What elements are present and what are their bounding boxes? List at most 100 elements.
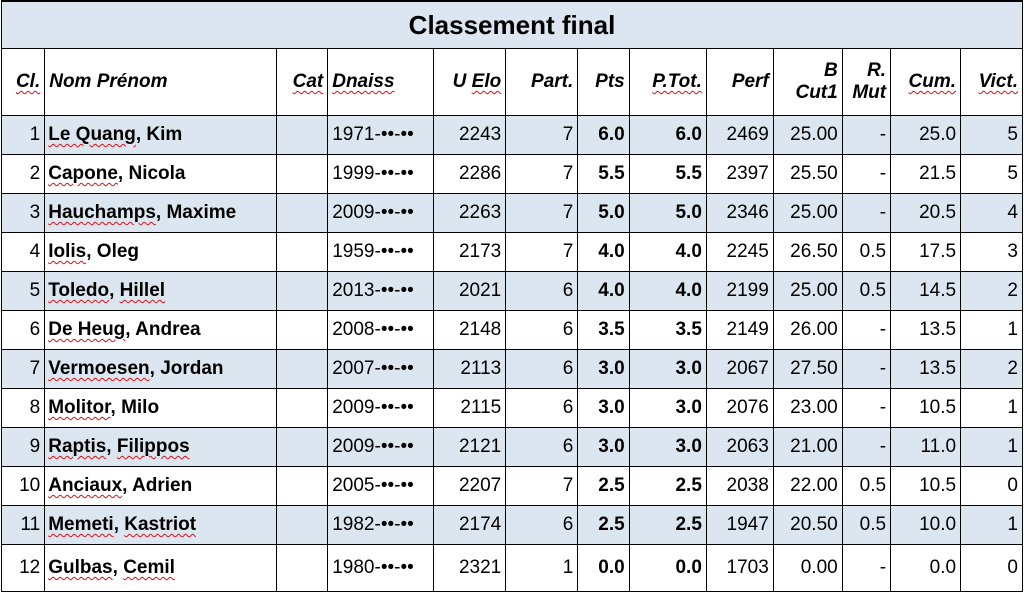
wins-cell: 2 bbox=[960, 271, 1023, 311]
mutual-result-cell: 0.5 bbox=[841, 466, 892, 506]
birthdate-cell: 2009-••-•• bbox=[327, 427, 435, 467]
elo-cell: 2243 bbox=[433, 115, 507, 155]
table-row: 10 Anciaux, Adrien 2005-••-•• 2207 7 2.5 2.5 20… bbox=[0, 466, 1023, 506]
cumulative-cell: 10.5 bbox=[890, 466, 962, 506]
elo-cell: 2174 bbox=[433, 505, 507, 545]
games-played-cell: 6 bbox=[505, 349, 579, 389]
player-name-cell: Molitor, Milo bbox=[44, 388, 277, 428]
points-cell: 5.5 bbox=[577, 154, 630, 194]
player-firstname: Oleg bbox=[96, 241, 140, 262]
col-header-cat[interactable]: Cat bbox=[275, 48, 329, 116]
category-cell bbox=[275, 466, 329, 506]
games-played-cell: 1 bbox=[505, 544, 579, 592]
points-cell: 4.0 bbox=[577, 271, 630, 311]
birthdate-cell: 1980-••-•• bbox=[327, 544, 435, 592]
performance-cell: 2063 bbox=[705, 427, 774, 467]
games-played-cell: 7 bbox=[505, 232, 579, 272]
points-cell: 3.0 bbox=[577, 388, 630, 428]
rank-cell: 1 bbox=[0, 115, 46, 155]
col-header-uelo[interactable]: U Elo bbox=[433, 48, 507, 116]
table-row: 5 Toledo, Hillel 2013-••-•• 2021 6 4.0 4.0 2199… bbox=[0, 271, 1023, 311]
col-header-perf[interactable]: Perf bbox=[705, 48, 774, 116]
col-header-rmut[interactable]: R. Mut bbox=[841, 48, 892, 116]
total-points-cell: 4.0 bbox=[628, 271, 707, 311]
performance-cell: 2038 bbox=[705, 466, 774, 506]
buchholz-cut1-cell: 23.00 bbox=[772, 388, 843, 428]
total-points-cell: 3.5 bbox=[628, 310, 707, 350]
cumulative-cell: 21.5 bbox=[890, 154, 962, 194]
birthdate-cell: 1959-••-•• bbox=[327, 232, 435, 272]
wins-cell: 0 bbox=[960, 466, 1023, 506]
col-header-vict[interactable]: Vict. bbox=[960, 48, 1023, 116]
birthdate-cell: 2009-••-•• bbox=[327, 388, 435, 428]
rank-cell: 12 bbox=[0, 544, 46, 592]
category-cell bbox=[275, 505, 329, 545]
rank-cell: 3 bbox=[0, 193, 46, 233]
elo-cell: 2121 bbox=[433, 427, 507, 467]
player-firstname: Kastriot bbox=[124, 514, 197, 535]
cumulative-cell: 14.5 bbox=[890, 271, 962, 311]
elo-cell: 2148 bbox=[433, 310, 507, 350]
col-header-part[interactable]: Part. bbox=[505, 48, 579, 116]
player-surname: Toledo bbox=[48, 280, 110, 301]
player-name-cell: Hauchamps, Maxime bbox=[44, 193, 277, 233]
mutual-result-cell: - bbox=[841, 544, 892, 592]
wins-cell: 5 bbox=[960, 115, 1023, 155]
wins-cell: 3 bbox=[960, 232, 1023, 272]
rank-cell: 7 bbox=[0, 349, 46, 389]
mutual-result-cell: - bbox=[841, 388, 892, 428]
col-header-bcut1[interactable]: B Cut1 bbox=[772, 48, 843, 116]
elo-cell: 2173 bbox=[433, 232, 507, 272]
mutual-result-cell: 0.5 bbox=[841, 271, 892, 311]
mutual-result-cell: - bbox=[841, 310, 892, 350]
table-row: 12 Gulbas, Cemil 1980-••-•• 2321 1 0.0 0.0 1703… bbox=[0, 544, 1023, 592]
player-firstname: Maxime bbox=[166, 202, 237, 223]
wins-cell: 0 bbox=[960, 544, 1023, 592]
page-title: Classement final bbox=[1, 0, 1023, 49]
player-surname: Anciaux bbox=[48, 475, 123, 496]
wins-cell: 5 bbox=[960, 154, 1023, 194]
header-row: Cl. Nom Prénom Cat Dnaiss U Elo Part. Pt… bbox=[0, 48, 1023, 116]
player-firstname: Jordan bbox=[160, 358, 224, 379]
player-surname: Raptis bbox=[48, 436, 107, 457]
games-played-cell: 7 bbox=[505, 154, 579, 194]
birthdate-cell: 1971-••-•• bbox=[327, 115, 435, 155]
performance-cell: 2067 bbox=[705, 349, 774, 389]
col-header-dnaiss[interactable]: Dnaiss bbox=[327, 48, 435, 116]
player-firstname: Cemil bbox=[123, 557, 175, 578]
mutual-result-cell: 0.5 bbox=[841, 232, 892, 272]
performance-cell: 2076 bbox=[705, 388, 774, 428]
wins-cell: 1 bbox=[960, 388, 1023, 428]
wins-cell: 1 bbox=[960, 427, 1023, 467]
elo-cell: 2321 bbox=[433, 544, 507, 592]
cumulative-cell: 10.0 bbox=[890, 505, 962, 545]
total-points-cell: 5.0 bbox=[628, 193, 707, 233]
player-firstname: Hillel bbox=[119, 280, 166, 301]
player-name-cell: Iolis, Oleg bbox=[44, 232, 277, 272]
category-cell bbox=[275, 349, 329, 389]
col-header-cl[interactable]: Cl. bbox=[0, 48, 46, 116]
performance-cell: 2469 bbox=[705, 115, 774, 155]
games-played-cell: 6 bbox=[505, 427, 579, 467]
performance-cell: 1947 bbox=[705, 505, 774, 545]
player-firstname: Adrien bbox=[132, 475, 193, 496]
wins-cell: 1 bbox=[960, 505, 1023, 545]
games-played-cell: 6 bbox=[505, 310, 579, 350]
col-header-nom[interactable]: Nom Prénom bbox=[44, 48, 277, 116]
col-header-ptot[interactable]: P.Tot. bbox=[628, 48, 707, 116]
birthdate-cell: 2007-••-•• bbox=[327, 349, 435, 389]
table-row: 8 Molitor, Milo 2009-••-•• 2115 6 3.0 3.0 2076 2… bbox=[0, 388, 1023, 428]
rank-cell: 5 bbox=[0, 271, 46, 311]
col-header-pts[interactable]: Pts bbox=[577, 48, 630, 116]
player-name-cell: Anciaux, Adrien bbox=[44, 466, 277, 506]
elo-cell: 2021 bbox=[433, 271, 507, 311]
rank-cell: 11 bbox=[0, 505, 46, 545]
player-surname: De Heug bbox=[48, 319, 126, 340]
player-name-cell: Raptis, Filippos bbox=[44, 427, 277, 467]
buchholz-cut1-cell: 25.00 bbox=[772, 115, 843, 155]
wins-cell: 1 bbox=[960, 310, 1023, 350]
player-firstname: Milo bbox=[121, 397, 160, 418]
mutual-result-cell: - bbox=[841, 154, 892, 194]
col-header-cum[interactable]: Cum. bbox=[890, 48, 962, 116]
points-cell: 3.0 bbox=[577, 349, 630, 389]
